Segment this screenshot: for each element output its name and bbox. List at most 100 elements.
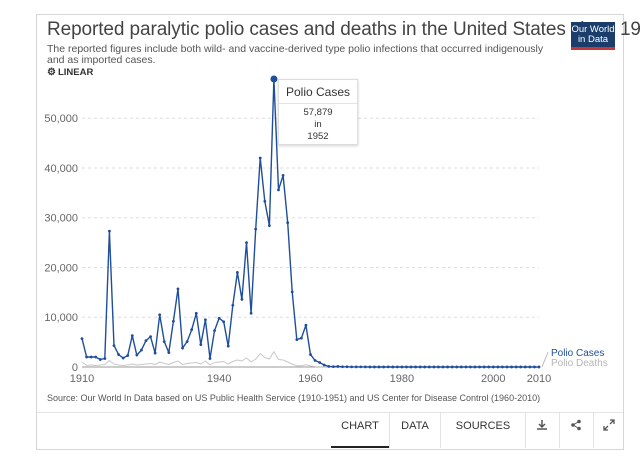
data-point: [505, 365, 509, 369]
data-point: [286, 221, 290, 225]
data-point: [235, 271, 239, 274]
data-point: [267, 224, 271, 228]
data-point: [240, 297, 244, 301]
chart-footer: CHART DATA SOURCES: [37, 412, 623, 449]
data-point: [213, 329, 216, 333]
data-point: [437, 365, 440, 369]
data-point: [409, 365, 413, 369]
data-point: [258, 156, 262, 160]
data-point: [363, 365, 367, 369]
data-point: [80, 337, 84, 341]
data-point: [277, 188, 280, 192]
source-note: Source: Our World In Data based on US Pu…: [47, 393, 541, 403]
data-point: [149, 335, 152, 339]
scale-toggle[interactable]: ⚙ LINEAR: [47, 67, 93, 78]
y-tick-label: 50,000: [44, 113, 78, 125]
gear-icon: ⚙: [47, 67, 56, 78]
expand-icon[interactable]: [594, 413, 624, 448]
download-icon[interactable]: [527, 413, 557, 448]
tab-divider: [593, 413, 594, 448]
data-point: [405, 365, 408, 369]
data-point: [158, 313, 162, 317]
data-point: [130, 334, 134, 338]
x-tick-label: 1960: [298, 373, 322, 385]
tooltip: Polio Cases 57,879 in 1952: [278, 79, 358, 145]
data-point: [368, 365, 372, 369]
data-point: [98, 358, 102, 361]
data-point: [226, 344, 230, 348]
data-point: [162, 340, 166, 344]
data-point: [496, 365, 500, 369]
tab-chart[interactable]: CHART: [331, 413, 389, 448]
data-point: [354, 365, 358, 369]
share-icon[interactable]: [561, 413, 591, 448]
data-point: [185, 340, 189, 344]
data-point: [446, 365, 449, 369]
data-point: [140, 348, 143, 352]
data-point: [217, 316, 221, 320]
scale-toggle-label: LINEAR: [57, 67, 94, 78]
data-point: [331, 365, 335, 369]
data-point: [254, 227, 258, 231]
data-point: [199, 343, 203, 347]
data-point: [249, 311, 253, 315]
legend-label-polio-cases: Polio Cases: [551, 348, 604, 359]
tab-sources[interactable]: SOURCES: [455, 420, 511, 432]
data-point: [537, 365, 541, 369]
data-point: [290, 290, 294, 294]
x-tick-label: 1980: [390, 373, 414, 385]
data-point: [395, 365, 399, 369]
data-point: [121, 356, 125, 360]
line-chart[interactable]: 0 10,000 20,000 30,000 40,000 50,000 1910 1940 1…: [37, 15, 623, 393]
data-point: [336, 365, 340, 368]
tab-divider: [389, 413, 390, 448]
data-point: [528, 365, 532, 369]
data-point: [167, 351, 171, 354]
data-point: [309, 353, 312, 356]
data-point: [377, 365, 381, 369]
chart-subtitle: The reported figures include both wild- …: [47, 43, 544, 66]
chart-title: Reported paralytic polio cases and death…: [47, 19, 640, 40]
data-point: [487, 365, 491, 369]
owid-logo[interactable]: Our World in Data: [571, 22, 615, 50]
legend-label-polio-deaths: Polio Deaths: [551, 358, 608, 369]
tooltip-title: Polio Cases: [279, 85, 357, 104]
data-point: [318, 361, 322, 364]
data-point: [181, 346, 184, 350]
data-point: [491, 365, 495, 369]
data-point: [514, 365, 518, 369]
data-point: [523, 365, 527, 369]
x-tick-label: 1940: [207, 373, 231, 385]
data-point: [194, 311, 198, 315]
data-point: [135, 353, 139, 357]
data-point: [478, 365, 481, 369]
data-point: [414, 365, 418, 369]
tab-data[interactable]: DATA: [401, 420, 429, 432]
data-point: [341, 365, 344, 369]
data-point: [501, 365, 504, 369]
data-point: [359, 365, 363, 369]
y-tick-label: 10,000: [44, 312, 78, 324]
tab-divider: [525, 413, 526, 448]
highlighted-point: [270, 75, 278, 83]
tooltip-year: 1952: [307, 131, 329, 142]
y-tick-label: 20,000: [44, 262, 78, 274]
data-point: [108, 229, 111, 233]
data-point: [295, 338, 299, 342]
data-point: [263, 199, 267, 203]
legend-connector: [541, 351, 549, 368]
data-point: [441, 365, 445, 369]
data-point: [281, 174, 285, 177]
data-point: [117, 353, 120, 356]
data-point: [455, 365, 459, 369]
tab-divider: [440, 413, 441, 448]
data-point: [423, 365, 427, 369]
data-point: [391, 365, 395, 369]
data-point: [469, 365, 472, 369]
data-point: [153, 351, 157, 355]
data-point: [208, 357, 212, 360]
data-point: [386, 365, 390, 369]
data-point: [533, 365, 536, 369]
data-point: [427, 365, 431, 369]
data-point: [231, 303, 235, 307]
